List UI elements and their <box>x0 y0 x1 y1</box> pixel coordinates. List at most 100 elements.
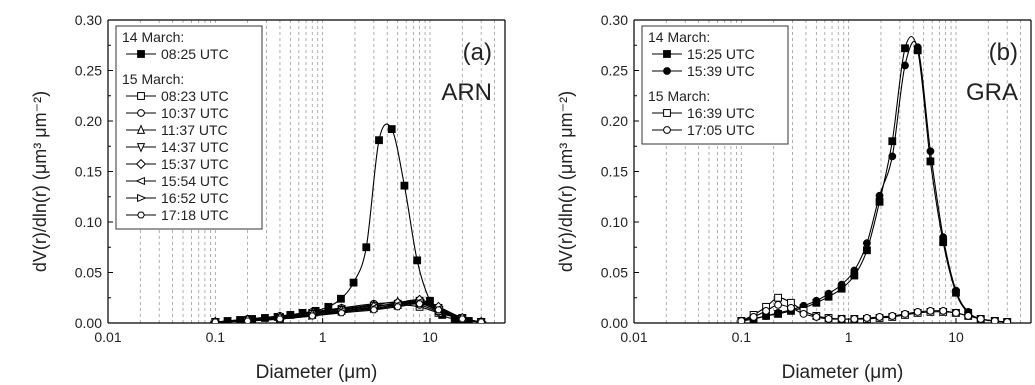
data-point <box>901 310 909 318</box>
legend-entry-label: 14:37 UTC <box>161 139 229 155</box>
data-point <box>875 191 884 200</box>
y-tick-label: 0.10 <box>601 214 628 230</box>
legend-marker <box>137 211 145 219</box>
legend-entry-label: 16:52 UTC <box>161 190 229 206</box>
y-tick-label: 0.25 <box>75 63 102 79</box>
x-tick-label: 0.1 <box>206 329 226 345</box>
data-point <box>477 318 486 323</box>
y-tick-label: 0.10 <box>75 214 102 230</box>
data-point <box>275 315 284 323</box>
legend-marker <box>135 158 147 170</box>
data-point <box>888 137 897 146</box>
legend-marker <box>137 109 145 117</box>
legend-marker <box>663 67 671 75</box>
data-point <box>926 157 935 166</box>
legend-entry-label: 17:18 UTC <box>161 207 229 223</box>
data-point <box>850 266 859 275</box>
data-point <box>308 312 317 320</box>
legend-entry-label: 16:39 UTC <box>687 105 755 121</box>
y-tick-label: 0.20 <box>601 113 628 129</box>
data-point <box>369 306 378 314</box>
data-point <box>415 300 424 308</box>
legend-marker <box>136 143 146 153</box>
data-point <box>749 313 758 321</box>
data-point <box>863 239 871 248</box>
y-axis-title: dV(r)/dln(r) (μm³ μm⁻²) <box>556 91 576 272</box>
y-tick-label: 0.15 <box>601 164 628 180</box>
y-tick-label: 0.15 <box>75 164 102 180</box>
data-point <box>824 315 833 323</box>
data-point <box>812 296 821 305</box>
data-point <box>387 125 396 133</box>
data-point <box>737 317 746 323</box>
site-label: GRA <box>966 79 1018 106</box>
data-point <box>952 286 960 295</box>
data-point <box>774 293 782 302</box>
series-line <box>741 304 1008 323</box>
data-point <box>913 307 922 316</box>
y-tick-label: 0.20 <box>75 113 102 129</box>
legend-marker <box>137 92 145 100</box>
data-point <box>976 315 985 323</box>
data-point <box>434 306 443 314</box>
data-point <box>349 278 358 287</box>
data-point <box>787 303 795 312</box>
legend-entry-label: 15:25 UTC <box>687 46 755 62</box>
data-point <box>337 294 345 303</box>
x-tick-label: 1 <box>845 329 853 345</box>
legend-marker <box>136 124 146 134</box>
y-tick-label: 0.25 <box>601 63 628 79</box>
legend-entry-label: 15:39 UTC <box>687 63 755 79</box>
legend-entry-label: 11:37 UTC <box>161 122 228 138</box>
legend-marker <box>135 176 145 186</box>
data-point <box>888 152 897 161</box>
data-point <box>850 315 859 323</box>
site-label: ARN <box>441 79 492 106</box>
data-point <box>243 317 252 323</box>
data-point <box>774 309 782 317</box>
x-tick-label: 1 <box>319 329 327 345</box>
legend-group-header: 15 March: <box>648 88 710 104</box>
x-axis-title: Diameter (μm) <box>782 362 904 383</box>
legend-marker <box>137 50 145 58</box>
legend-group-header: 14 March: <box>122 29 184 45</box>
legend-group-header: 15 March: <box>122 71 184 87</box>
data-point <box>990 317 999 323</box>
data-point <box>1003 318 1012 323</box>
data-point <box>913 43 922 52</box>
data-point <box>375 136 383 145</box>
data-point <box>824 289 833 298</box>
legend-entry-label: 15:37 UTC <box>161 156 229 172</box>
data-point <box>762 306 770 315</box>
y-tick-label: 0.30 <box>601 12 628 28</box>
data-point <box>799 310 808 318</box>
x-axis-title: Diameter (μm) <box>256 362 378 383</box>
y-tick-label: 0.00 <box>75 315 102 331</box>
panel-a: 0.00 0.05 0.10 0.15 0.20 0.25 0.30 0.01 0.1 1 10 Di… <box>30 12 506 383</box>
legend-group-header: 14 March: <box>648 29 710 45</box>
x-tick-label: 0.01 <box>620 329 647 345</box>
legend-marker <box>663 50 671 58</box>
data-point <box>888 312 897 320</box>
legend-entry-label: 08:25 UTC <box>161 46 229 62</box>
plot-area <box>737 35 1012 323</box>
y-tick-label: 0.30 <box>75 12 102 28</box>
x-tick-label: 0.1 <box>732 329 752 345</box>
data-point <box>939 233 948 242</box>
data-point <box>901 44 909 53</box>
x-tick-label: 10 <box>422 329 438 345</box>
data-point <box>458 315 467 323</box>
data-point <box>837 315 846 323</box>
data-point <box>939 306 948 315</box>
legend-marker <box>663 109 671 117</box>
y-axis-title: dV(r)/dln(r) (μm³ μm⁻²) <box>30 91 50 272</box>
data-point <box>337 309 346 317</box>
data-point <box>211 318 220 323</box>
data-point <box>400 181 409 190</box>
data-point <box>837 280 846 289</box>
y-tick-label: 0.05 <box>75 265 102 281</box>
x-tick-label: 10 <box>948 329 964 345</box>
data-point <box>926 147 935 156</box>
